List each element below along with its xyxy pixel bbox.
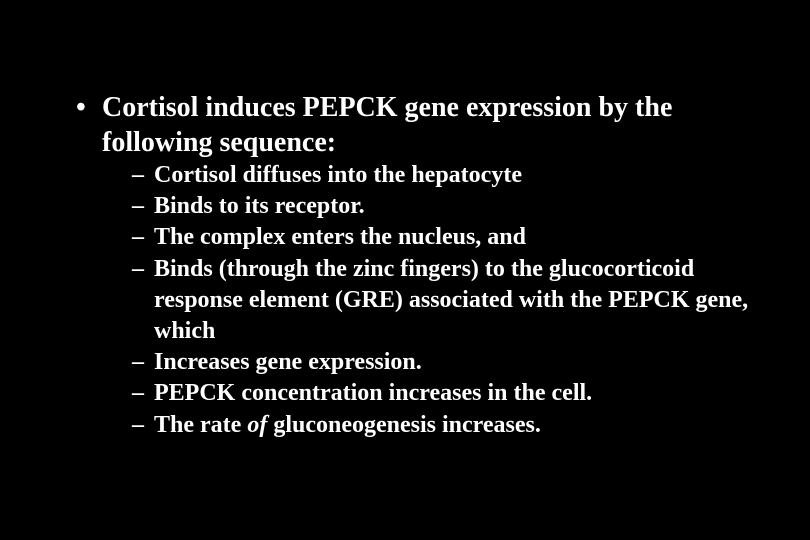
sub-item: The rate of gluconeogenesis increases. bbox=[132, 410, 750, 441]
slide: Cortisol induces PEPCK gene expression b… bbox=[0, 0, 810, 540]
sub-list: Cortisol diffuses into the hepatocyte Bi… bbox=[102, 160, 750, 441]
sub-item: Increases gene expression. bbox=[132, 347, 750, 378]
sub-item: Binds to its receptor. bbox=[132, 191, 750, 222]
sub-item: Cortisol diffuses into the hepatocyte bbox=[132, 160, 750, 191]
main-list: Cortisol induces PEPCK gene expression b… bbox=[70, 90, 750, 441]
main-bullet-text: Cortisol induces PEPCK gene expression b… bbox=[102, 92, 672, 158]
main-bullet-item: Cortisol induces PEPCK gene expression b… bbox=[70, 90, 750, 441]
sub-item-text: Binds (through the zinc fingers) to the … bbox=[154, 256, 748, 344]
sub-item-text: Increases gene expression. bbox=[154, 349, 422, 375]
sub-item: Binds (through the zinc fingers) to the … bbox=[132, 254, 750, 348]
sub-item-last-prefix: The rate bbox=[154, 412, 247, 438]
sub-item: PEPCK concentration increases in the cel… bbox=[132, 378, 750, 409]
sub-item-last-italic: of bbox=[247, 412, 267, 438]
sub-item-text: Binds to its receptor. bbox=[154, 193, 365, 219]
sub-item-last-suffix: gluconeogenesis increases. bbox=[267, 412, 541, 438]
sub-item-text: The complex enters the nucleus, and bbox=[154, 224, 526, 250]
sub-item-text: Cortisol diffuses into the hepatocyte bbox=[154, 162, 522, 188]
sub-item: The complex enters the nucleus, and bbox=[132, 222, 750, 253]
sub-item-text: PEPCK concentration increases in the cel… bbox=[154, 380, 592, 406]
